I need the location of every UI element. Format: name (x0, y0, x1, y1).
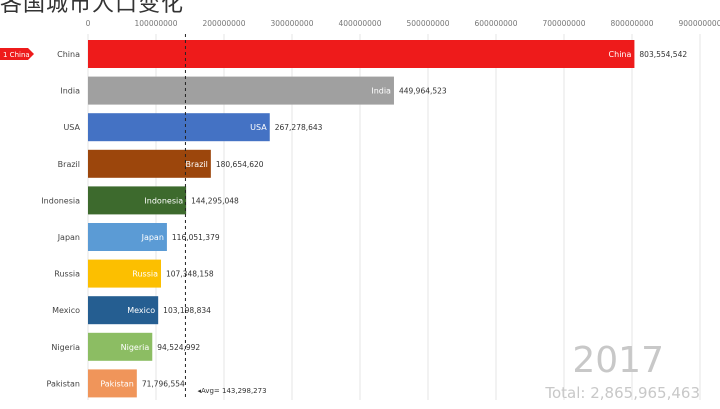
data-label: 71,796,554 (142, 379, 185, 388)
total-value: 2,865,965,463 (590, 384, 700, 402)
bar-nigeria (88, 332, 153, 361)
rank-badge (0, 48, 34, 60)
total-label: Total: (545, 384, 586, 402)
data-label: 94,524,992 (157, 343, 200, 352)
data-label: 449,964,523 (399, 87, 447, 96)
bar-inner-label: Mexico (127, 306, 155, 315)
y-tick-label: Japan (57, 233, 80, 242)
x-tick-label: 300000000 (271, 19, 314, 28)
x-tick-label: 200000000 (203, 19, 246, 28)
data-label: 267,278,643 (275, 123, 323, 132)
data-label: 803,554,542 (639, 50, 687, 59)
y-tick-label: Mexico (52, 306, 80, 315)
y-tick-label: Brazil (58, 160, 80, 169)
bar-china (88, 40, 635, 68)
data-label: 144,295,048 (191, 196, 239, 205)
y-tick-label: Indonesia (41, 196, 80, 205)
bar-inner-label: Japan (141, 233, 164, 242)
x-tick-label: 800000000 (611, 19, 654, 28)
bar-inner-label: India (371, 87, 391, 96)
y-tick-label: Pakistan (47, 379, 81, 388)
bar-inner-label: China (609, 50, 632, 59)
y-tick-label: India (60, 87, 80, 96)
bar-inner-label: Brazil (186, 160, 208, 169)
x-tick-label: 500000000 (407, 19, 450, 28)
data-label: 180,654,620 (216, 160, 264, 169)
x-tick-label: 400000000 (339, 19, 382, 28)
bar-inner-label: Russia (132, 270, 158, 279)
bar-japan (88, 223, 167, 251)
y-tick-label: Russia (54, 270, 80, 279)
y-tick-label: USA (63, 123, 80, 132)
bar-brazil (88, 149, 211, 178)
x-tick-label: 700000000 (543, 19, 586, 28)
x-tick-label: 0 (86, 19, 91, 28)
bar-mexico (88, 296, 159, 325)
bar-inner-label: Indonesia (144, 196, 183, 205)
year-label: 2017 (572, 340, 664, 381)
bar-inner-label: Pakistan (100, 379, 134, 388)
average-label: ◂Avg= 143,298,273 (197, 387, 266, 395)
bar-inner-label: Nigeria (121, 343, 150, 352)
bar-india (88, 76, 394, 105)
data-label: 103,198,834 (163, 306, 211, 315)
data-label: 116,051,379 (172, 233, 220, 242)
y-tick-label: Nigeria (51, 343, 80, 352)
bar-indonesia (88, 186, 187, 215)
bar-inner-label: USA (250, 123, 267, 132)
y-tick-label: China (57, 50, 80, 59)
x-tick-label: 600000000 (475, 19, 518, 28)
bar-usa (88, 113, 270, 142)
x-tick-label: 900000000 (679, 19, 720, 28)
x-tick-label: 100000000 (135, 19, 178, 28)
total-readout: Total: 2,865,965,463 (545, 384, 700, 402)
bar-pakistan (88, 369, 137, 398)
rank-badge-label: 1 China (3, 51, 30, 59)
bar-russia (88, 259, 161, 288)
chart-title: 各国城市人口变化 (0, 0, 185, 17)
data-label: 107,348,158 (166, 270, 214, 279)
